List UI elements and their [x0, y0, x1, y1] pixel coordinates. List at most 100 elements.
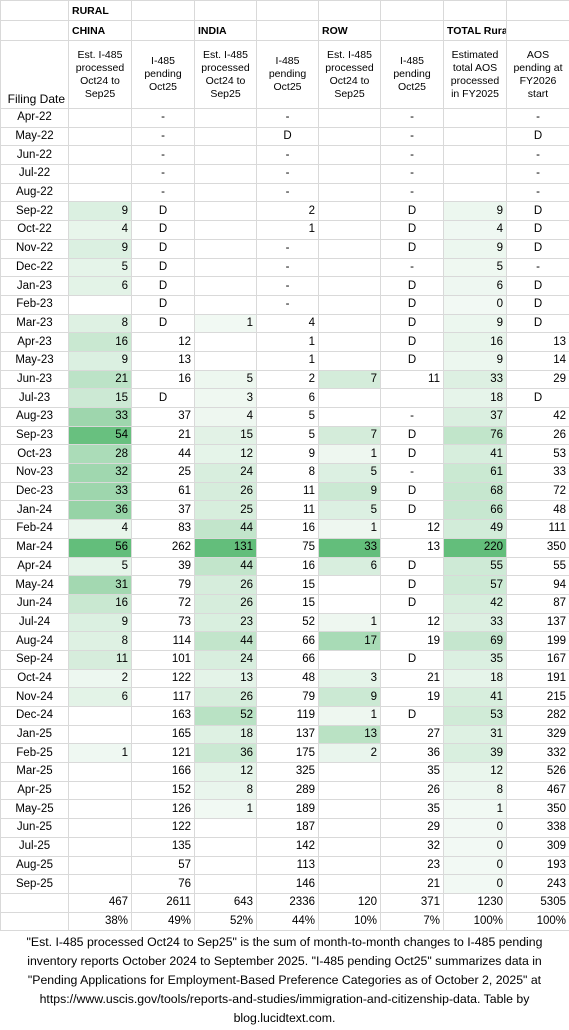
value-cell: 48: [257, 669, 319, 688]
value-cell: 9: [319, 688, 381, 707]
value-cell: 36: [195, 744, 257, 763]
value-cell: [195, 183, 257, 202]
value-cell: 26: [195, 594, 257, 613]
value-cell: 1: [319, 613, 381, 632]
value-cell: 83: [132, 520, 195, 539]
value-cell: 191: [507, 669, 569, 688]
value-cell: [319, 819, 381, 838]
value-cell: 4: [69, 221, 132, 240]
value-cell: [319, 109, 381, 128]
value-cell: [69, 109, 132, 128]
value-cell: -: [257, 239, 319, 258]
value-cell: D: [381, 277, 444, 296]
value-cell: 69: [444, 632, 507, 651]
value-cell: [319, 183, 381, 202]
value-cell: 5: [319, 501, 381, 520]
value-cell: 131: [195, 538, 257, 557]
percent-cell: 100%: [507, 912, 569, 931]
value-cell: -: [257, 277, 319, 296]
value-cell: 289: [257, 781, 319, 800]
value-cell: 187: [257, 819, 319, 838]
value-cell: 9: [69, 239, 132, 258]
value-cell: -: [257, 165, 319, 184]
blank: [507, 1, 569, 21]
value-cell: [195, 146, 257, 165]
value-cell: -: [381, 408, 444, 427]
value-cell: 35: [444, 650, 507, 669]
value-cell: D: [132, 389, 195, 408]
column-header: Est. I-485 processed Oct24 to Sep25: [195, 41, 257, 109]
filing-date: May-24: [1, 576, 69, 595]
value-cell: 12: [195, 445, 257, 464]
value-cell: [195, 221, 257, 240]
value-cell: [195, 277, 257, 296]
value-cell: D: [381, 501, 444, 520]
total-cell: 1230: [444, 893, 507, 912]
value-cell: [195, 165, 257, 184]
value-cell: [319, 221, 381, 240]
group-label: INDIA: [195, 21, 257, 41]
value-cell: 0: [444, 837, 507, 856]
value-cell: 44: [195, 557, 257, 576]
value-cell: [319, 837, 381, 856]
value-cell: 12: [381, 613, 444, 632]
value-cell: 7: [319, 426, 381, 445]
filing-date: Oct-23: [1, 445, 69, 464]
value-cell: 175: [257, 744, 319, 763]
value-cell: [319, 127, 381, 146]
value-cell: [444, 109, 507, 128]
filing-date: Jan-25: [1, 725, 69, 744]
value-cell: 8: [444, 781, 507, 800]
value-cell: 11: [69, 650, 132, 669]
value-cell: D: [132, 239, 195, 258]
filing-date: May-23: [1, 351, 69, 370]
value-cell: D: [132, 202, 195, 221]
value-cell: 16: [257, 557, 319, 576]
value-cell: 16: [132, 370, 195, 389]
value-cell: 5: [257, 426, 319, 445]
column-header: Filing Date: [1, 41, 69, 109]
value-cell: D: [132, 314, 195, 333]
group-label: TOTAL Rural: [444, 21, 507, 41]
value-cell: 39: [132, 557, 195, 576]
value-cell: D: [507, 314, 569, 333]
value-cell: D: [132, 295, 195, 314]
value-cell: 44: [132, 445, 195, 464]
value-cell: [69, 127, 132, 146]
filing-date: Nov-22: [1, 239, 69, 258]
filing-date: Aug-24: [1, 632, 69, 651]
value-cell: 6: [69, 688, 132, 707]
value-cell: 199: [507, 632, 569, 651]
filing-date: Apr-22: [1, 109, 69, 128]
value-cell: 11: [257, 501, 319, 520]
value-cell: 338: [507, 819, 569, 838]
value-cell: 5: [319, 464, 381, 483]
value-cell: 526: [507, 763, 569, 782]
filing-date: Jul-25: [1, 837, 69, 856]
value-cell: 2: [319, 744, 381, 763]
value-cell: 113: [257, 856, 319, 875]
blank: [1, 21, 69, 41]
value-cell: 126: [132, 800, 195, 819]
blank: [132, 21, 195, 41]
value-cell: 13: [381, 538, 444, 557]
value-cell: D: [381, 221, 444, 240]
value-cell: 56: [69, 538, 132, 557]
value-cell: 5: [69, 557, 132, 576]
value-cell: 13: [132, 351, 195, 370]
value-cell: D: [132, 221, 195, 240]
value-cell: -: [381, 258, 444, 277]
column-header: Est. I-485 processed Oct24 to Sep25: [319, 41, 381, 109]
table-title: RURAL: [69, 1, 132, 21]
